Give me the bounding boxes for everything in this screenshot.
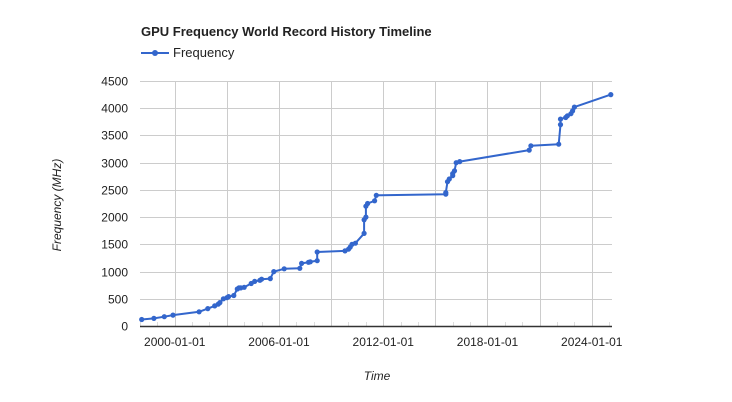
legend-label-frequency: Frequency	[173, 45, 235, 60]
svg-text:2006-01-01: 2006-01-01	[248, 335, 310, 349]
data-point[interactable]	[170, 312, 176, 318]
data-point[interactable]	[373, 192, 379, 198]
svg-text:2500: 2500	[101, 184, 128, 198]
x-axis-tick-labels: 2000-01-01 2006-01-01 2012-01-01 2018-01-01…	[144, 335, 623, 349]
svg-text:2018-01-01: 2018-01-01	[457, 335, 519, 349]
data-point[interactable]	[226, 294, 232, 300]
data-point[interactable]	[259, 276, 265, 282]
data-point[interactable]	[252, 278, 258, 284]
data-point[interactable]	[271, 269, 277, 275]
data-point[interactable]	[526, 147, 532, 153]
svg-text:1000: 1000	[101, 266, 128, 280]
data-point[interactable]	[571, 104, 578, 110]
minor-gridlines	[140, 322, 610, 326]
data-point[interactable]	[443, 190, 449, 196]
chart-legend[interactable]: Frequency	[141, 45, 234, 60]
svg-text:2012-01-01: 2012-01-01	[353, 335, 415, 349]
data-point[interactable]	[314, 249, 320, 255]
data-point[interactable]	[457, 159, 463, 165]
svg-text:0: 0	[121, 320, 128, 334]
data-point[interactable]	[299, 260, 305, 266]
svg-text:1500: 1500	[101, 238, 128, 252]
svg-text:2000-01-01: 2000-01-01	[144, 335, 206, 349]
legend-line-marker-icon	[141, 46, 169, 60]
data-point[interactable]	[451, 168, 458, 174]
data-point[interactable]	[196, 309, 202, 315]
data-point[interactable]	[267, 276, 273, 282]
data-point[interactable]	[205, 306, 211, 312]
svg-text:2024-01-01: 2024-01-01	[561, 335, 623, 349]
data-point[interactable]	[446, 176, 452, 182]
data-point[interactable]	[307, 259, 313, 265]
data-point[interactable]	[372, 198, 378, 204]
x-axis-title: Time	[363, 369, 391, 383]
data-point[interactable]	[161, 314, 167, 320]
chart-title: GPU Frequency World Record History Timel…	[141, 24, 432, 39]
frequency-data-points[interactable]	[139, 92, 614, 323]
data-point[interactable]	[281, 266, 287, 272]
data-point[interactable]	[231, 292, 237, 299]
svg-text:500: 500	[108, 293, 128, 307]
y-axis-tick-labels: 0 500 1000 1500 2000 2500 3000 3500 4000 4500	[101, 75, 128, 334]
data-point[interactable]	[365, 200, 371, 207]
data-point[interactable]	[361, 230, 367, 236]
major-gridlines	[140, 81, 612, 326]
data-point[interactable]	[151, 315, 157, 321]
svg-text:4500: 4500	[101, 75, 128, 89]
data-point[interactable]	[139, 316, 145, 323]
svg-text:4000: 4000	[101, 102, 128, 116]
data-point[interactable]	[556, 141, 562, 147]
svg-text:2000: 2000	[101, 211, 128, 225]
data-point[interactable]	[528, 143, 534, 149]
data-point[interactable]	[557, 116, 564, 122]
svg-text:3000: 3000	[101, 157, 128, 171]
data-point[interactable]	[241, 284, 247, 290]
data-point[interactable]	[217, 300, 223, 306]
data-point[interactable]	[297, 265, 303, 271]
data-point[interactable]	[608, 92, 614, 98]
data-point[interactable]	[363, 214, 369, 220]
data-point[interactable]	[314, 258, 320, 264]
data-point[interactable]	[352, 240, 358, 246]
svg-text:3500: 3500	[101, 129, 128, 143]
data-point[interactable]	[557, 122, 564, 128]
y-axis-title: Frequency (MHz)	[50, 158, 64, 252]
